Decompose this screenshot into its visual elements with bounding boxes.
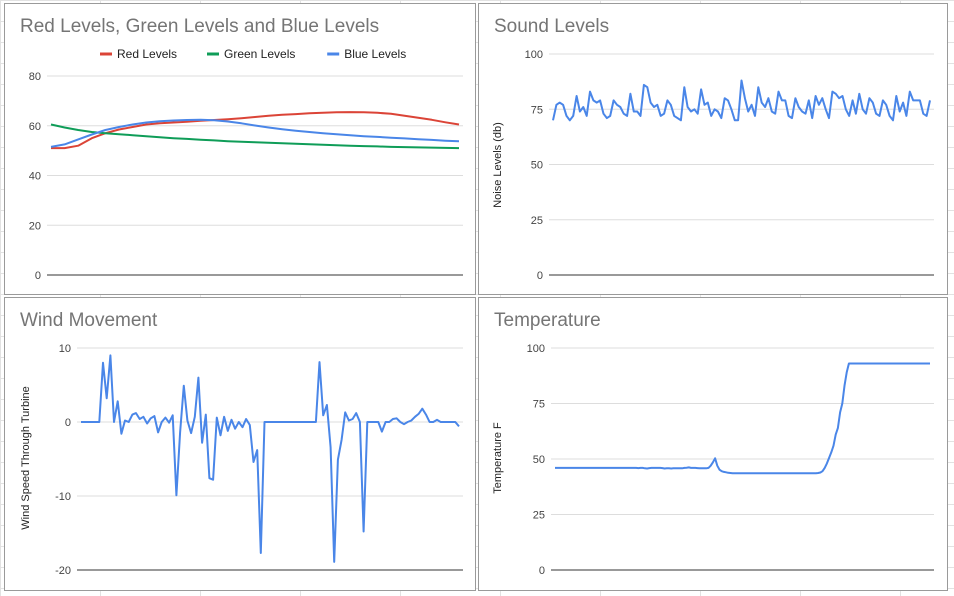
sound-line-chart: 0 25 50 75 100 Noise Levels (db) [492,49,934,282]
y-tick-label: 25 [531,215,543,227]
chart-title: Sound Levels [494,16,610,37]
chart-colors: Red Levels, Green Levels and Blue Levels… [4,3,476,295]
colors-line-chart: 0 20 40 60 80 Red Levels Green Levels Blue Leve… [29,47,463,282]
legend-label: Blue Levels [344,47,406,61]
y-tick-label: 25 [533,510,545,522]
chart-sound: Sound Levels 0 25 50 75 100 Noise Levels (db) [478,3,948,295]
y-tick-label: 0 [35,270,41,282]
y-tick-label: -20 [55,565,71,577]
y-tick-label: 50 [531,160,543,172]
y-axis-label: Noise Levels (db) [492,122,504,208]
legend-label: Green Levels [224,47,295,61]
y-tick-label: 100 [525,49,543,61]
gridlines [47,75,463,276]
y-tick-label: 0 [539,565,545,577]
y-tick-label: 0 [537,270,543,282]
y-axis-label: Wind Speed Through Turbine [20,386,32,530]
chart-title: Temperature [494,310,601,331]
legend-label: Red Levels [117,47,177,61]
series-line-red-levels [51,111,460,150]
chart-title: Red Levels, Green Levels and Blue Levels [20,16,380,37]
y-tick-label: 80 [29,71,41,83]
temperature-line-chart: 0 25 50 75 100 Temperature F [492,343,934,577]
y-tick-label: 100 [527,343,545,355]
y-tick-label: 60 [29,121,41,133]
y-tick-label: 75 [531,104,543,116]
gridlines [77,347,463,571]
series-line [552,79,931,122]
series-line [81,354,460,563]
y-tick-label: 10 [59,343,71,355]
series-line-blue-levels [50,118,460,148]
y-tick-label: 40 [29,171,41,183]
gridlines [551,347,934,571]
chart-wind: Wind Movement -20 -10 0 10 Wind Speed Throug… [4,297,476,591]
chart-temperature: Temperature 0 25 50 75 100 Temperature F [478,297,948,591]
y-tick-label: 75 [533,399,545,411]
wind-line-chart: -20 -10 0 10 Wind Speed Through Turbine [20,343,463,577]
y-tick-label: 50 [533,454,545,466]
series-line [555,362,930,475]
y-tick-label: 0 [65,417,71,429]
series-line-green-levels [50,123,460,150]
chart-title: Wind Movement [20,310,158,331]
y-tick-label: 20 [29,220,41,232]
y-tick-label: -10 [55,491,71,503]
legend: Red Levels Green Levels Blue Levels [100,47,406,61]
y-axis-label: Temperature F [492,422,504,494]
